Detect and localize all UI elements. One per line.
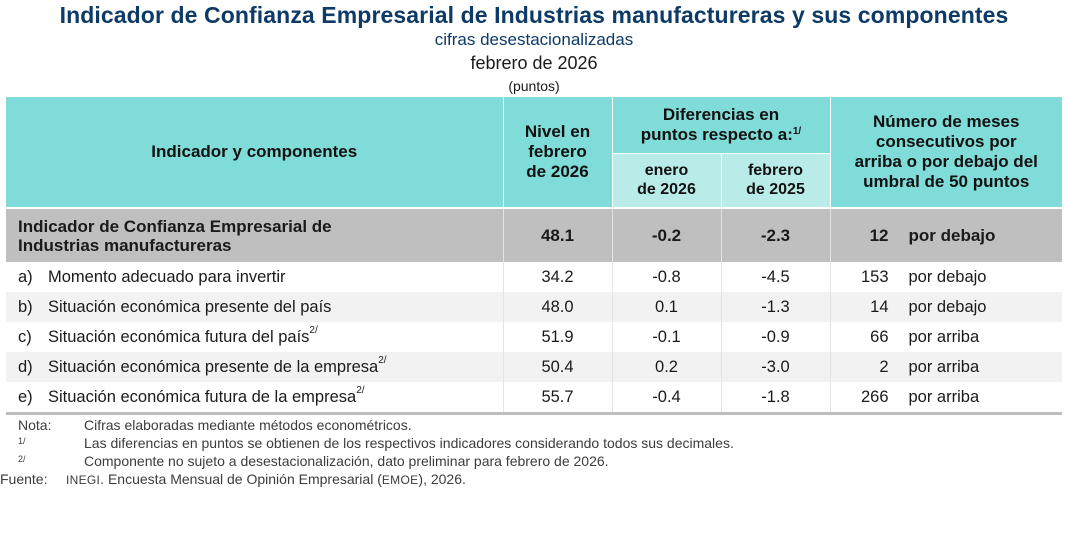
table-units: (puntos)	[508, 78, 560, 94]
total-diff-month: -0.2	[611, 207, 721, 262]
row-diff-month: -0.1	[611, 322, 721, 352]
row-diff-year: -1.3	[720, 292, 830, 322]
row-diff-month: 0.2	[611, 352, 721, 382]
row-diff-year: -4.5	[720, 262, 830, 292]
row-months: 66 por arriba	[829, 322, 1062, 352]
row-diff-month: -0.4	[611, 382, 721, 415]
footnote-marker: 1/	[792, 125, 802, 137]
total-label: Indicador de Confianza Empresarial de In…	[6, 207, 503, 262]
table-row: a) Momento adecuado para invertir 34.2 -0…	[6, 262, 1062, 292]
total-level: 48.1	[502, 207, 612, 262]
row-label: a) Momento adecuado para invertir	[6, 262, 503, 292]
row-level: 50.4	[502, 352, 612, 382]
column-header-prev-year: febrero de 2025	[720, 152, 830, 208]
table-title: Indicador de Confianza Empresarial de In…	[59, 2, 1009, 28]
row-label: e) Situación económica futura de la empre…	[6, 382, 503, 415]
column-header-consecutive-months: Número de meses consecutivos por arriba …	[829, 97, 1062, 208]
note-general: Nota: Cifras elaboradas mediante métodos …	[18, 417, 412, 433]
row-diff-year: -1.8	[720, 382, 830, 415]
table-notes: Nota: Cifras elaboradas mediante métodos …	[0, 416, 734, 489]
row-level: 48.0	[502, 292, 612, 322]
row-diff-month: 0.1	[611, 292, 721, 322]
row-diff-year: -0.9	[720, 322, 830, 352]
row-months: 153 por debajo	[829, 262, 1062, 292]
total-diff-year: -2.3	[720, 207, 830, 262]
row-diff-month: -0.8	[611, 262, 721, 292]
table-row-total: Indicador de Confianza Empresarial de In…	[6, 207, 1062, 262]
row-level: 55.7	[502, 382, 612, 415]
row-months: 14 por debajo	[829, 292, 1062, 322]
note-footnote-1: 1/Las diferencias en puntos se obtienen …	[18, 435, 734, 451]
column-header-prev-month: enero de 2026	[611, 152, 721, 208]
column-header-differences: Diferencias en puntos respecto a:1/	[611, 97, 830, 153]
note-footnote-2: 2/Componente no sujeto a desestacionaliz…	[18, 453, 609, 469]
row-diff-year: -3.0	[720, 352, 830, 382]
column-header-indicator: Indicador y componentes	[6, 97, 503, 208]
column-header-level: Nivel en febrero de 2026	[502, 97, 612, 208]
row-level: 51.9	[502, 322, 612, 352]
table-row: e) Situación económica futura de la empre…	[6, 382, 1062, 415]
row-label: c) Situación económica futura del país2/	[6, 322, 503, 352]
table-subtitle: cifras desestacionalizadas	[434, 30, 634, 49]
table-row: d) Situación económica presente de la emp…	[6, 352, 1062, 382]
note-source: Fuente: INEGI. Encuesta Mensual de Opinió…	[0, 471, 466, 487]
row-months: 2 por arriba	[829, 352, 1062, 382]
row-label: d) Situación económica presente de la emp…	[6, 352, 503, 382]
indicator-table: Indicador y componentes Nivel en febrero…	[6, 97, 1062, 415]
row-level: 34.2	[502, 262, 612, 292]
table-period: febrero de 2026	[470, 53, 598, 73]
row-label: b) Situación económica presente del país	[6, 292, 503, 322]
table-row: b) Situación económica presente del país …	[6, 292, 1062, 322]
table-row: c) Situación económica futura del país2/ …	[6, 322, 1062, 352]
total-months: 12 por debajo	[829, 207, 1062, 262]
row-months: 266 por arriba	[829, 382, 1062, 415]
